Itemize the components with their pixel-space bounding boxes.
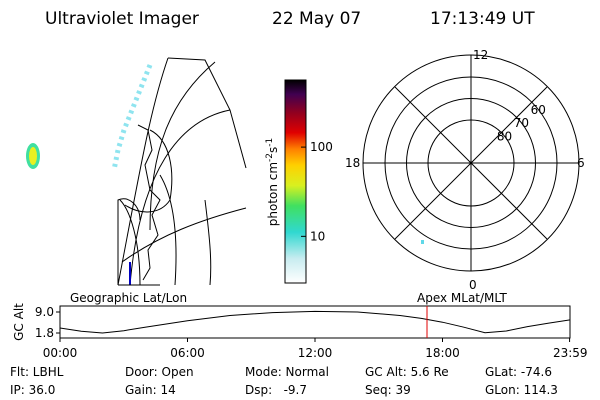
lat-ring [427, 119, 515, 207]
label-part: s [266, 147, 280, 153]
y-tick-label: 1.8 [35, 326, 54, 340]
mlt-label: 12 [473, 48, 488, 62]
info-field: Door: Open [125, 365, 194, 379]
altitude-trace [59, 310, 571, 334]
y-tick-label: 9.0 [35, 305, 54, 319]
lat-label: 60 [531, 103, 546, 117]
lat-label: 70 [514, 116, 529, 130]
x-tick-label: 18:00 [425, 346, 460, 360]
label-part: -1 [265, 138, 275, 147]
colorbar-label: photon cm-2s-1 [265, 138, 280, 227]
mlt-label: 6 [577, 156, 585, 170]
info-field: Mode: Normal [245, 365, 329, 379]
x-tick-label: 23:59 [553, 346, 588, 360]
orbit-y-label: GC Alt [12, 303, 26, 341]
image-panel [26, 57, 247, 286]
mlt-label: 18 [345, 156, 360, 170]
lat-ring [406, 98, 536, 228]
lat-ring [384, 76, 558, 250]
time: 17:13:49 UT [430, 9, 535, 29]
info: Flt: LBHL Door: Open Mode: Normal GC Alt: 5… [10, 365, 558, 397]
info-field: IP: 36.0 [10, 383, 55, 397]
info-field: Gain: 14 [125, 383, 176, 397]
colorbar-tick-label: 100 [310, 140, 333, 154]
info-field: GLat: -74.6 [485, 365, 552, 379]
label-part: -2 [265, 153, 275, 162]
info-field: Flt: LBHL [10, 365, 64, 379]
info-field: Dsp: -9.7 [245, 383, 307, 397]
x-tick-label: 00:00 [43, 346, 78, 360]
x-tick-label: 12:00 [298, 346, 333, 360]
orbit-right-title: Apex MLat/MLT [417, 291, 507, 305]
info-field: GLon: 114.3 [485, 383, 558, 397]
label-part: photon cm [266, 162, 280, 226]
date: 22 May 07 [272, 9, 361, 29]
lat-label: 80 [497, 129, 512, 143]
x-tick-label: 06:00 [170, 346, 205, 360]
mlt-label: 0 [469, 278, 477, 292]
colorbar [284, 79, 307, 284]
info-field: Seq: 39 [365, 383, 411, 397]
instrument: Ultraviolet Imager [45, 9, 199, 29]
orbit-frame [59, 305, 571, 339]
colorbar-tick-label: 10 [310, 229, 325, 243]
info-field: GC Alt: 5.6 Re [365, 365, 449, 379]
orbit-left-title: Geographic Lat/Lon [70, 291, 187, 305]
